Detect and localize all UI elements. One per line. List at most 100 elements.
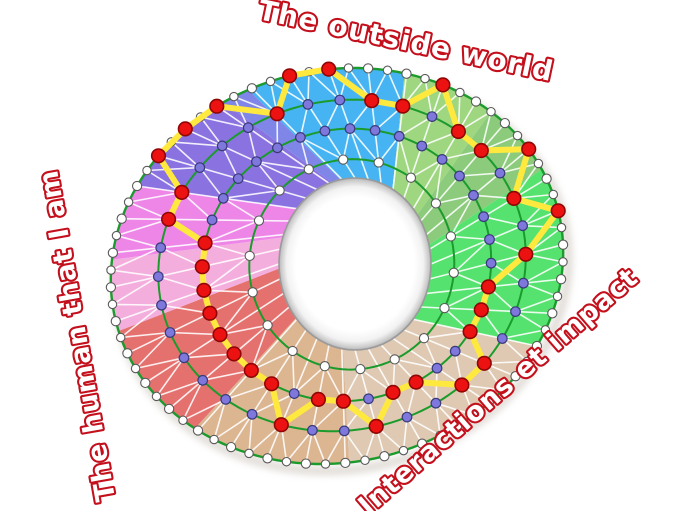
mesh-layer [110, 67, 564, 465]
ring2-node [478, 211, 490, 223]
profile-node [385, 384, 401, 401]
rim-node [320, 459, 331, 469]
rim-node [452, 420, 463, 431]
ring3-node [194, 162, 206, 174]
ring2-node [416, 140, 428, 152]
profile-node [226, 346, 242, 362]
ring2-node [250, 156, 262, 168]
inner-node [405, 172, 417, 183]
ring2-node [288, 388, 300, 400]
inner-node [247, 287, 258, 298]
rim-node [547, 308, 558, 319]
rim-node [116, 213, 127, 224]
ring3-node [197, 374, 209, 386]
rim-node [281, 456, 292, 467]
sector-sage-light [392, 73, 491, 215]
rim-node [265, 76, 276, 87]
ring3-node [164, 327, 176, 338]
profile-node [395, 98, 411, 114]
rim-node [468, 410, 479, 420]
inner-node [445, 231, 457, 242]
ring2-node [454, 170, 465, 182]
sector-orchid [111, 186, 297, 260]
ring3-node [518, 277, 529, 289]
rim-node [533, 158, 544, 169]
rim-node [140, 377, 151, 389]
inner-node [287, 345, 298, 357]
rim-node [497, 385, 508, 395]
ring2-node [344, 123, 356, 135]
profile-node [310, 391, 327, 408]
rim-node [163, 403, 175, 415]
ring3-node [156, 299, 167, 311]
ring3-node [494, 167, 506, 179]
rim-node [142, 165, 152, 176]
rim-node [435, 430, 445, 441]
rim-node [343, 63, 354, 73]
rim-node [552, 291, 563, 302]
profile-node [264, 376, 280, 392]
profile-node [368, 418, 384, 435]
rim-node [522, 356, 532, 367]
rim-node [192, 425, 204, 436]
ring2-node [485, 257, 497, 269]
ring3-node [216, 140, 228, 152]
profile-node [282, 68, 298, 84]
ring3-node [496, 333, 508, 344]
rim-node [540, 325, 551, 335]
ring2-node [217, 192, 229, 204]
profile-node [209, 98, 225, 114]
profile-node [174, 184, 190, 200]
rim-node [510, 371, 521, 382]
rim-node [360, 455, 370, 466]
ring3-node [155, 242, 167, 254]
profile-node [202, 305, 218, 321]
profile-node [197, 235, 213, 251]
sector-green-bright [413, 169, 564, 346]
rim-node [225, 441, 237, 453]
rim-node [131, 180, 143, 192]
rim-node [548, 189, 559, 200]
ring2-node [272, 142, 283, 154]
profile-node [335, 393, 352, 409]
rim-node [556, 222, 567, 233]
profile-node [177, 121, 193, 137]
inner-node [253, 215, 265, 226]
profile-node [473, 302, 489, 318]
ring2-node [206, 214, 218, 226]
rim-node [379, 451, 390, 462]
ring2-node [436, 153, 448, 165]
profile-node [364, 92, 380, 109]
ring2-node [369, 124, 381, 136]
label-human-that-i-am: The human that I am [33, 167, 122, 504]
profile-node [435, 77, 451, 93]
wheel-generated-layers [105, 61, 573, 476]
rim-node [420, 73, 430, 84]
profile-node [450, 123, 467, 140]
rim-node [512, 130, 523, 141]
ring3-node [426, 111, 438, 122]
rim-node [244, 448, 254, 459]
inner-node [448, 267, 459, 278]
profile-node [462, 324, 478, 340]
ring2-node [431, 362, 443, 374]
inner-node [319, 361, 330, 372]
inner-node [244, 250, 255, 262]
rim-node [362, 63, 374, 74]
rim-node [541, 173, 552, 184]
profile-node [473, 142, 489, 159]
ring2-node [468, 189, 479, 201]
ring2-node [295, 131, 306, 143]
ring3-node [510, 306, 521, 318]
ring3-node [430, 397, 442, 409]
profile-node [518, 246, 534, 262]
inner-node [262, 320, 273, 331]
ring2-node [232, 173, 244, 185]
profile-node [243, 362, 259, 379]
ring3-node [152, 271, 164, 283]
ring3-node [517, 220, 528, 232]
rim-node [262, 453, 273, 464]
inner-node [430, 198, 442, 209]
ring3-node [334, 94, 346, 106]
